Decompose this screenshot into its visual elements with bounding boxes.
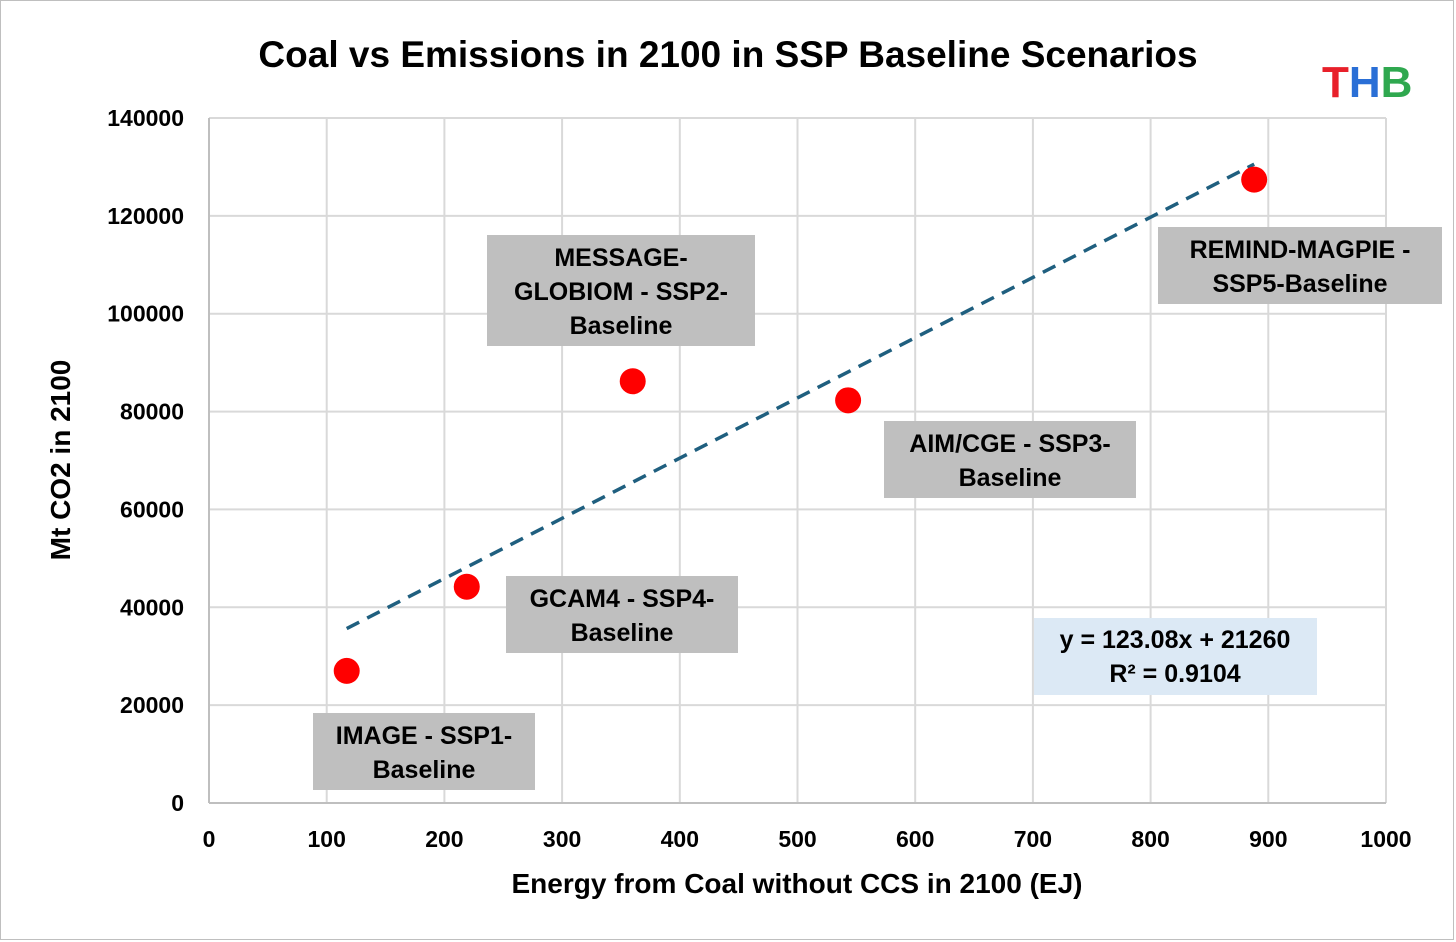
point-label: REMIND-MAGPIE - SSP5-Baseline — [1158, 227, 1442, 304]
x-tick-label: 500 — [778, 826, 816, 852]
point-label: IMAGE - SSP1- Baseline — [313, 713, 535, 790]
point-label-bg — [506, 576, 738, 653]
point-label-text: MESSAGE- — [554, 244, 687, 272]
logo-letter-b: B — [1381, 58, 1413, 107]
trend-equation: y = 123.08x + 21260 — [1060, 626, 1291, 654]
data-point — [835, 387, 862, 414]
x-tick-label: 400 — [661, 826, 699, 852]
y-tick-label: 100000 — [107, 301, 184, 327]
data-point — [333, 657, 360, 684]
x-tick-label: 600 — [896, 826, 934, 852]
x-axis-title: Energy from Coal without CCS in 2100 (EJ… — [512, 868, 1083, 899]
x-tick-label: 300 — [543, 826, 581, 852]
point-label: GCAM4 - SSP4- Baseline — [506, 576, 738, 653]
y-tick-label: 120000 — [107, 203, 184, 229]
y-tick-label: 80000 — [120, 399, 184, 425]
x-tick-label: 100 — [308, 826, 346, 852]
y-tick-label: 140000 — [107, 105, 184, 131]
trendline — [345, 162, 1255, 631]
y-tick-label: 20000 — [120, 692, 184, 718]
point-label-text: Baseline — [373, 756, 476, 784]
grid — [209, 117, 1387, 803]
x-tick-label: 0 — [203, 826, 216, 852]
point-label-text: Baseline — [570, 312, 673, 340]
point-label-text: IMAGE - SSP1- — [336, 722, 512, 750]
data-point — [1241, 166, 1268, 193]
x-tick-label: 700 — [1014, 826, 1052, 852]
data-point — [453, 573, 480, 600]
point-label-bg — [1158, 227, 1442, 304]
point-label-bg — [884, 421, 1136, 498]
point-label-text: REMIND-MAGPIE - — [1190, 236, 1411, 264]
y-axis-title: Mt CO2 in 2100 — [45, 360, 76, 561]
equation-box-bg — [1034, 618, 1317, 695]
logo-letter-t: T — [1322, 58, 1349, 107]
point-label-text: GLOBIOM - SSP2- — [514, 278, 728, 306]
point-label-text: Baseline — [571, 619, 674, 647]
x-tick-label: 800 — [1131, 826, 1169, 852]
y-tick-label: 40000 — [120, 594, 184, 620]
trendline-layer — [345, 162, 1255, 631]
y-tick-label: 60000 — [120, 496, 184, 522]
x-tick-label: 900 — [1249, 826, 1287, 852]
data-points — [333, 166, 1268, 684]
point-label: AIM/CGE - SSP3- Baseline — [884, 421, 1136, 498]
point-label-text: AIM/CGE - SSP3- — [909, 430, 1110, 458]
y-tick-label: 0 — [171, 790, 184, 816]
x-tick-label: 1000 — [1360, 826, 1411, 852]
chart-title: Coal vs Emissions in 2100 in SSP Baselin… — [258, 34, 1197, 75]
equation-box: y = 123.08x + 21260 R² = 0.9104 — [1034, 618, 1317, 695]
point-label-bg — [487, 235, 755, 346]
point-label-text: Baseline — [959, 464, 1062, 492]
trend-r-squared: R² = 0.9104 — [1109, 660, 1240, 688]
point-label-text: SSP5-Baseline — [1212, 270, 1387, 298]
point-label: MESSAGE- GLOBIOM - SSP2- Baseline — [487, 235, 755, 346]
point-label-bg — [313, 713, 535, 790]
axes — [208, 118, 1386, 804]
point-labels: IMAGE - SSP1- Baseline GCAM4 - SSP4- Baseli… — [313, 227, 1442, 790]
data-point — [619, 368, 646, 395]
x-tick-label: 200 — [425, 826, 463, 852]
tick-labels: 0 100 200 300 400 500 600 700 800 900 1000 0 20000 40… — [107, 105, 1411, 852]
point-label-text: GCAM4 - SSP4- — [530, 585, 715, 613]
thb-logo: THB — [1322, 58, 1412, 107]
logo-letter-h: H — [1349, 58, 1381, 107]
